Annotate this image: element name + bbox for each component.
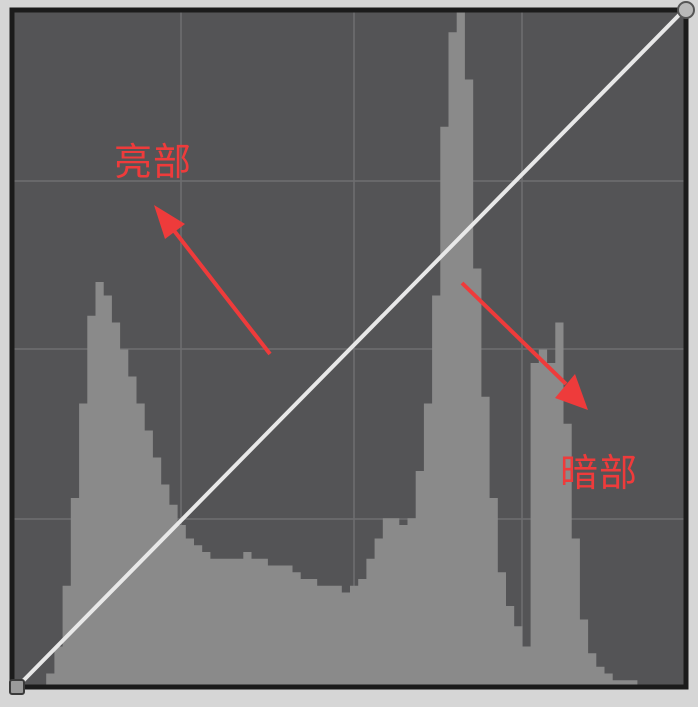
- highlights-label: 亮部: [114, 140, 193, 184]
- curve-line[interactable]: [16, 8, 686, 688]
- shadows-label: 暗部: [560, 451, 639, 495]
- shadows-arrow-icon: [460, 281, 588, 410]
- graph-frame: [9, 7, 689, 690]
- histogram: [38, 12, 662, 687]
- highlights-arrow-icon: [154, 205, 272, 356]
- histogram-shape: [38, 12, 662, 687]
- curve-control-point-black[interactable]: [9, 679, 25, 695]
- curve-control-point-white[interactable]: [677, 1, 695, 19]
